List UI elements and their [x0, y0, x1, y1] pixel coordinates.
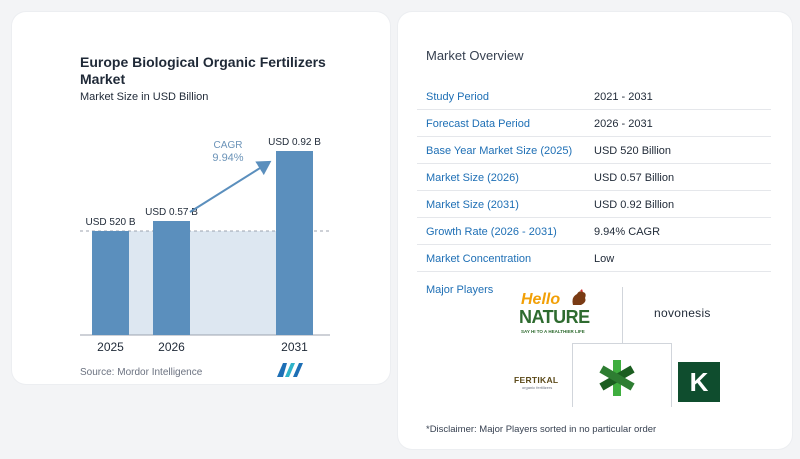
- logo-divider: [572, 343, 573, 407]
- overview-row: Market Size (2031) USD 0.92 Billion: [417, 192, 771, 218]
- chart-title: Europe Biological Organic Fertilizers Ma…: [80, 54, 326, 87]
- overview-row: Market Size (2026) USD 0.57 Billion: [417, 165, 771, 191]
- overview-row-label: Growth Rate (2026 - 2031): [426, 226, 557, 238]
- green-asterisk-logo: [599, 360, 635, 396]
- source-text: Source: Mordor Intelligence: [80, 367, 203, 378]
- bar-data-label: USD 0.92 B: [268, 137, 321, 148]
- novonesis-logo: novonesis: [654, 306, 711, 320]
- bar-2026: [153, 221, 190, 335]
- logo-divider: [572, 343, 672, 344]
- overview-row-value: 2021 - 2031: [594, 91, 653, 103]
- overview-row-label: Market Size (2026): [426, 172, 519, 184]
- disclaimer: *Disclaimer: Major Players sorted in no …: [426, 424, 657, 435]
- overview-row: Market Concentration Low: [417, 246, 771, 272]
- overview-row-value: USD 0.92 Billion: [594, 199, 675, 211]
- bar-data-label: USD 0.57 B: [145, 207, 198, 218]
- x-tick-label: 2025: [97, 340, 124, 354]
- overview-row: Forecast Data Period 2026 - 2031: [417, 111, 771, 137]
- overview-row-label: Study Period: [426, 91, 489, 103]
- major-players-label: Major Players: [426, 284, 494, 296]
- bar-data-label: USD 520 B: [85, 217, 135, 228]
- overview-row: Study Period 2021 - 2031: [417, 84, 771, 110]
- chart-subtitle: Market Size in USD Billion: [80, 91, 209, 103]
- hello-nature-logo: Hello NATURE SAY HI TO A HEALTHIER LIFE: [519, 289, 590, 334]
- fertikal-logo: FERTIKAL organic fertilizers: [514, 375, 559, 390]
- mordor-logo-icon: [277, 363, 303, 377]
- overview-row-value: Low: [594, 253, 615, 265]
- cagr-value: 9.94%: [212, 152, 243, 164]
- overview-row-value: 2026 - 2031: [594, 118, 653, 130]
- rooster-icon: [572, 289, 586, 305]
- k-logo: K: [678, 362, 720, 402]
- cagr-arrow: [189, 160, 272, 213]
- bar-2031: [276, 151, 313, 335]
- overview-title: Market Overview: [426, 48, 524, 63]
- x-tick-label: 2026: [158, 340, 185, 354]
- x-tick-label: 2031: [281, 340, 308, 354]
- overview-row-label: Market Size (2031): [426, 199, 519, 211]
- logo-divider: [622, 287, 623, 343]
- overview-row-value: 9.94% CAGR: [594, 226, 661, 238]
- overview-row-value: USD 0.57 Billion: [594, 172, 675, 184]
- overview-row: Base Year Market Size (2025) USD 520 Bill…: [417, 138, 771, 164]
- overview-row-label: Base Year Market Size (2025): [426, 145, 573, 157]
- bar-2025: [92, 231, 129, 335]
- overview-row-label: Forecast Data Period: [426, 118, 530, 130]
- logo-divider: [671, 343, 672, 407]
- overview-row-value: USD 520 Billion: [594, 145, 672, 157]
- overview-row: Growth Rate (2026 - 2031) 9.94% CAGR: [417, 219, 771, 245]
- cagr-label: CAGR: [214, 140, 243, 151]
- overview-row-label: Market Concentration: [426, 253, 532, 265]
